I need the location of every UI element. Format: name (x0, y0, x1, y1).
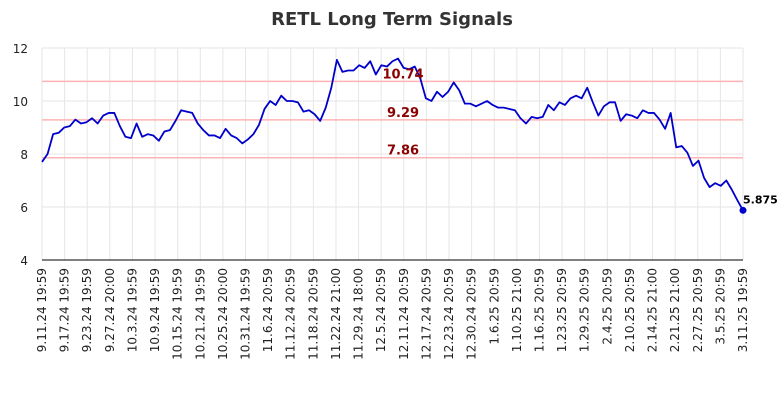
signal-label: 9.29 (387, 106, 419, 121)
signal-lines (42, 80, 743, 159)
x-tick-label: 1.6.25 20:59 (487, 268, 501, 345)
x-tick-label: 2.27.25 20:59 (691, 268, 705, 352)
x-tick-label: 11.6.24 20:59 (261, 268, 275, 352)
x-tick-label: 3.5.25 20:59 (713, 268, 727, 345)
price-line-layer (41, 57, 747, 214)
price-line (41, 57, 744, 211)
x-tick-label: 2.21.25 21:00 (668, 268, 682, 352)
signal-labels: 10.74 9.29 7.86 5.875 (382, 67, 777, 206)
x-tick-label: 2.10.25 20:59 (623, 268, 637, 352)
y-tick-label: 10 (13, 95, 28, 109)
x-tick-label: 11.29.24 18:00 (352, 268, 366, 360)
x-axis-ticks: 9.11.24 19:59 9.17.24 19:59 9.23.24 19:59 9… (35, 268, 750, 360)
x-tick-label: 1.23.25 20:59 (555, 268, 569, 352)
x-tick-label: 12.11.24 20:59 (397, 268, 411, 360)
x-tick-label: 9.11.24 19:59 (35, 268, 49, 352)
x-tick-label: 1.10.25 21:00 (510, 268, 524, 352)
last-value-label: 5.875 (743, 193, 778, 206)
x-tick-label: 10.9.24 19:59 (148, 268, 162, 352)
grid (41, 47, 744, 261)
y-tick-label: 6 (20, 201, 28, 215)
x-tick-label: 10.21.24 19:59 (193, 268, 207, 360)
x-tick-label: 11.12.24 20:59 (284, 268, 298, 360)
y-axis-ticks: 4 6 8 10 12 (13, 42, 28, 268)
x-tick-label: 2.14.25 21:00 (646, 268, 660, 352)
y-tick-label: 12 (13, 42, 28, 56)
x-tick-label: 9.27.24 20:00 (103, 268, 117, 352)
x-tick-label: 10.3.24 19:59 (125, 268, 139, 352)
last-point-marker (739, 206, 747, 214)
x-tick-label: 10.15.24 19:59 (171, 268, 185, 360)
x-tick-label: 10.31.24 19:59 (239, 268, 253, 360)
y-tick-label: 8 (20, 148, 28, 162)
x-tick-label: 11.18.24 20:59 (306, 268, 320, 360)
signal-label: 10.74 (382, 67, 423, 82)
y-tick-label: 4 (20, 254, 28, 268)
signal-label: 7.86 (387, 144, 419, 159)
x-tick-label: 3.11.25 19:59 (736, 268, 750, 352)
x-tick-label: 1.29.25 20:59 (578, 268, 592, 352)
x-tick-label: 12.17.24 20:59 (419, 268, 433, 360)
x-tick-label: 9.23.24 19:59 (80, 268, 94, 352)
x-tick-label: 12.30.24 20:59 (465, 268, 479, 360)
x-tick-label: 9.17.24 19:59 (58, 268, 72, 352)
x-tick-label: 11.22.24 21:00 (329, 268, 343, 360)
x-tick-label: 12.5.24 20:59 (374, 268, 388, 352)
chart-title: RETL Long Term Signals (271, 9, 513, 30)
x-tick-label: 1.16.25 20:59 (532, 268, 546, 352)
x-tick-label: 2.4.25 20:59 (600, 268, 614, 345)
x-tick-label: 10.25.24 20:00 (216, 268, 230, 360)
x-tick-label: 12.23.24 20:59 (442, 268, 456, 360)
